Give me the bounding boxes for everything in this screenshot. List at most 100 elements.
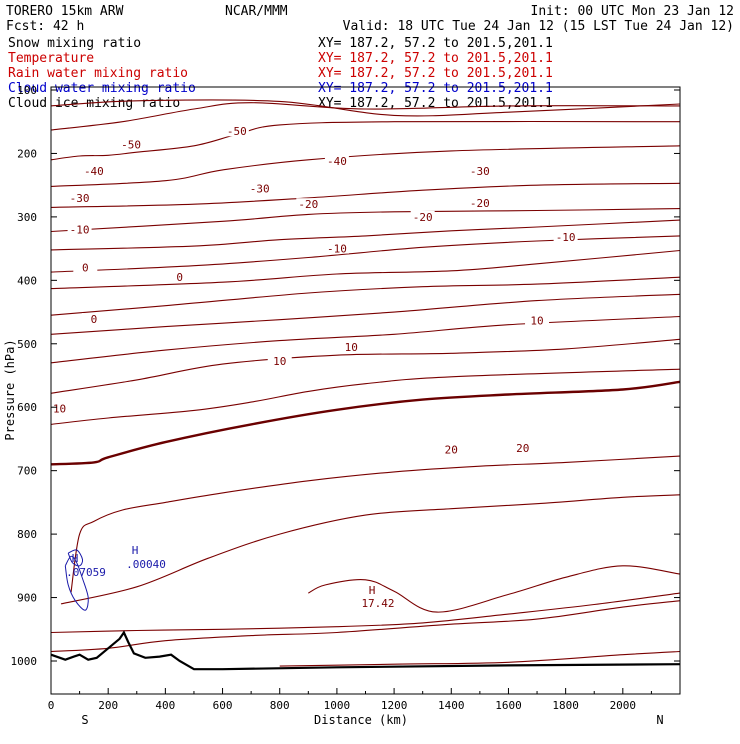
producer-label: NCAR/MMM [225, 4, 288, 19]
isotherm-8 [50, 249, 681, 290]
x-tick-label-7: 1400 [438, 699, 465, 712]
x-tick-label-9: 1800 [552, 699, 579, 712]
y-tick-label-2: 300 [17, 211, 37, 224]
isotherm-6 [50, 219, 681, 251]
contour-label-16: 10 [530, 314, 543, 327]
contour-label-bg-11 [553, 231, 578, 243]
y-axis-title: Pressure (hPa) [3, 339, 17, 440]
cloud-max-value: .00040 [126, 558, 166, 571]
y-tick-label-7: 800 [17, 528, 37, 541]
contour-label-bg-1 [119, 138, 144, 150]
contour-label-0: -50 [227, 125, 247, 138]
isotherm-4 [50, 182, 681, 208]
legend-cloudice-label: Cloud ice mixing ratio [8, 96, 180, 111]
x-tick-label-10: 2000 [610, 699, 637, 712]
isotherm-5 [50, 208, 681, 233]
legend-rain-label: Rain water mixing ratio [8, 66, 188, 81]
contour-label-3: -40 [84, 165, 104, 178]
contour-label-13: 0 [82, 262, 89, 275]
contour-label-15: 0 [91, 313, 98, 326]
contour-label-1: -50 [121, 139, 141, 152]
legend-cloudwater-xy: XY= 187.2, 57.2 to 201.5,201.1 [318, 81, 553, 96]
x-tick-label-5: 1000 [324, 699, 351, 712]
contour-label-bg-19 [47, 402, 72, 414]
legend-cloudwater-label: Cloud water mixing ratio [8, 81, 196, 96]
contour-label-19: 10 [53, 402, 66, 415]
valid-time: Valid: 18 UTC Tue 24 Jan 12 (15 LST Tue … [343, 19, 734, 34]
cloud-water-contours [64, 549, 89, 611]
y-tick-label-9: 1000 [11, 655, 38, 668]
contour-label-bg-12 [324, 242, 349, 254]
cloud-water-contour-0 [64, 555, 89, 611]
isotherm-7 [50, 235, 681, 273]
legend-temperature-xy: XY= 187.2, 57.2 to 201.5,201.1 [318, 51, 553, 66]
legend-cloudice-xy: XY= 187.2, 57.2 to 201.5,201.1 [318, 96, 553, 111]
contour-label-bg-5 [247, 182, 272, 194]
x-tick-label-6: 1200 [381, 699, 408, 712]
axis-ticks: 0 200 400 600 800 1000 1200 1400 1600 1800 2000100… [11, 84, 680, 712]
isotherm-3 [50, 145, 681, 187]
contour-label-bg-0 [224, 125, 249, 137]
x-end-south: S [81, 713, 88, 727]
legend-temperature-label: Temperature [8, 51, 94, 66]
cloud-water-value: .07059 [66, 566, 106, 579]
contour-label-bg-20 [439, 443, 464, 455]
isotherm-contours [50, 99, 681, 667]
contour-label-bg-21 [510, 441, 535, 453]
contour-label-bg-17 [267, 354, 292, 366]
contour-label-8: -20 [470, 197, 490, 210]
y-tick-label-6: 700 [17, 465, 37, 478]
isotherm-2 [50, 120, 681, 161]
isotherm-19 [308, 565, 681, 613]
contour-label-9: -20 [413, 211, 433, 224]
contour-label-7: -20 [298, 198, 318, 211]
forecast-hour: Fcst: 42 h [6, 19, 84, 34]
init-time: Init: 00 UTC Mon 23 Jan 12 [531, 4, 735, 19]
x-axis-title: Distance (km) [314, 713, 408, 727]
isotherm-13 [50, 380, 681, 466]
contour-label-bg-18 [339, 340, 364, 352]
contour-label-14: 0 [176, 271, 183, 284]
x-tick-label-1: 200 [98, 699, 118, 712]
y-tick-label-1: 200 [17, 147, 37, 160]
isotherm-16 [60, 494, 681, 605]
contour-label-2: -40 [327, 155, 347, 168]
legend-snow-label: Snow mixing ratio [8, 36, 141, 51]
isotherm-9 [50, 276, 681, 316]
legend-rain-xy: XY= 187.2, 57.2 to 201.5,201.1 [318, 66, 553, 81]
contour-label-bg-16 [525, 314, 550, 326]
isotherm-14 [50, 368, 681, 425]
contour-label-bg-9 [410, 210, 435, 222]
x-tick-label-3: 600 [213, 699, 233, 712]
contour-label-10: -10 [70, 224, 90, 237]
contour-label-20: 20 [445, 444, 458, 457]
contour-label-6: -30 [70, 192, 90, 205]
isotherm-15 [70, 455, 681, 593]
contour-label-4: -30 [470, 165, 490, 178]
temp-max-marker: H [369, 584, 376, 597]
temp-max-value: 17.42 [361, 597, 394, 610]
isotherm-17 [50, 600, 681, 653]
legend-snow-xy: XY= 187.2, 57.2 to 201.5,201.1 [318, 36, 553, 51]
isotherm-11 [50, 315, 681, 364]
cloud-water-contour-1 [67, 549, 84, 567]
isotherm-18 [50, 592, 681, 634]
isotherm-0 [50, 99, 681, 117]
contour-label-17: 10 [273, 355, 286, 368]
contour-label-bg-10 [67, 223, 92, 235]
x-tick-label-0: 0 [48, 699, 55, 712]
y-tick-label-3: 400 [17, 274, 37, 287]
contour-label-11: -10 [556, 231, 576, 244]
terrain-line [50, 630, 681, 671]
contour-label-18: 10 [345, 341, 358, 354]
model-title: TORERO 15km ARW [6, 4, 124, 19]
isotherm-1 [50, 102, 681, 131]
contour-label-bg-14 [167, 271, 192, 283]
terrain-profile [50, 630, 681, 671]
contour-label-5: -30 [250, 182, 270, 195]
contour-label-bg-4 [467, 165, 492, 177]
contour-label-bg-13 [73, 261, 98, 273]
y-tick-label-0: 100 [17, 84, 37, 97]
